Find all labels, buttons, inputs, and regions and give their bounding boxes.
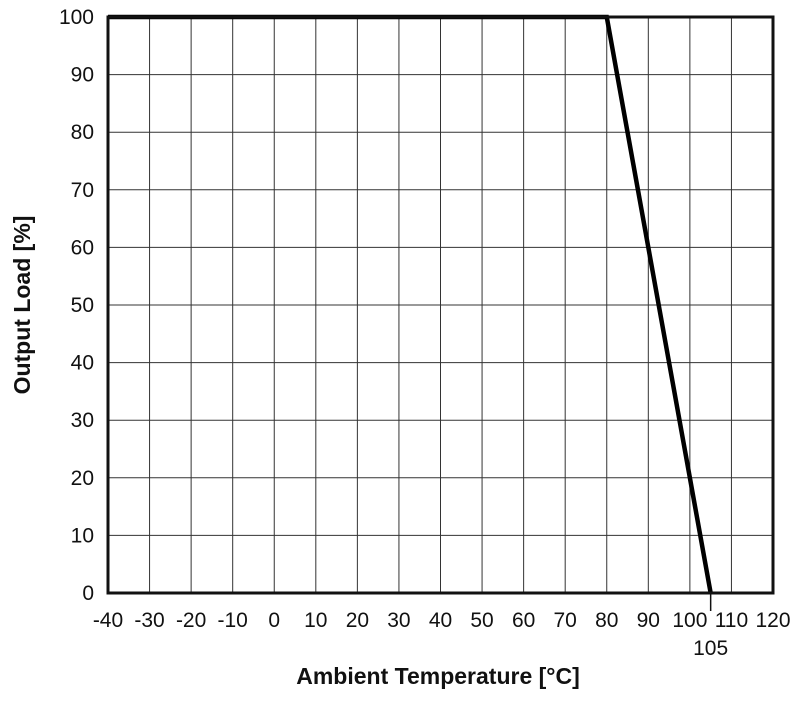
x-tick-label: -10: [218, 609, 248, 632]
x-tick-label: -40: [93, 609, 123, 632]
x-axis-ticks: -40 -30 -20 -10 0 10 20 30 40 50 60 70 80 90 100 110 120…: [93, 593, 791, 660]
y-tick-label: 40: [71, 352, 94, 375]
x-tick-label: -30: [134, 609, 164, 632]
y-tick-label: 10: [71, 524, 94, 547]
x-tick-label: 40: [429, 609, 452, 632]
y-tick-label: 0: [82, 582, 94, 605]
x-axis-title: Ambient Temperature [°C]: [296, 663, 580, 689]
x-tick-label: 60: [512, 609, 535, 632]
x-tick-label: 110: [715, 609, 748, 632]
x-tick-label: 50: [470, 609, 493, 632]
y-tick-label: 60: [71, 236, 94, 259]
y-tick-label: 100: [59, 6, 94, 29]
x-tick-label: 80: [595, 609, 618, 632]
y-tick-label: 90: [71, 64, 94, 87]
x-tick-label: 10: [304, 609, 327, 632]
x-tick-label: -20: [176, 609, 206, 632]
y-tick-label: 20: [71, 467, 94, 490]
y-axis-title: Output Load [%]: [9, 216, 35, 395]
x-tick-label: 0: [268, 609, 280, 632]
x-tick-label: 70: [554, 609, 577, 632]
x-tick-label: 20: [346, 609, 369, 632]
x-tick-label: 30: [387, 609, 410, 632]
y-axis-ticks: 0 10 20 30 40 50 60 70 80 90 100: [59, 6, 94, 605]
grid: [108, 17, 773, 593]
y-tick-label: 80: [71, 121, 94, 144]
x-tick-label: 90: [637, 609, 660, 632]
x-tick-label: 120: [755, 609, 790, 632]
y-tick-label: 30: [71, 409, 94, 432]
x-extra-tick-label: 105: [693, 637, 728, 660]
x-tick-label: 100: [672, 609, 707, 632]
plot-frame: [106, 15, 775, 595]
y-tick-label: 70: [71, 179, 94, 202]
y-tick-label: 50: [71, 294, 94, 317]
